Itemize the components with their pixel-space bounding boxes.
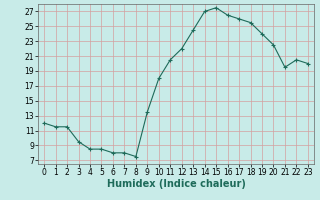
X-axis label: Humidex (Indice chaleur): Humidex (Indice chaleur) bbox=[107, 179, 245, 189]
